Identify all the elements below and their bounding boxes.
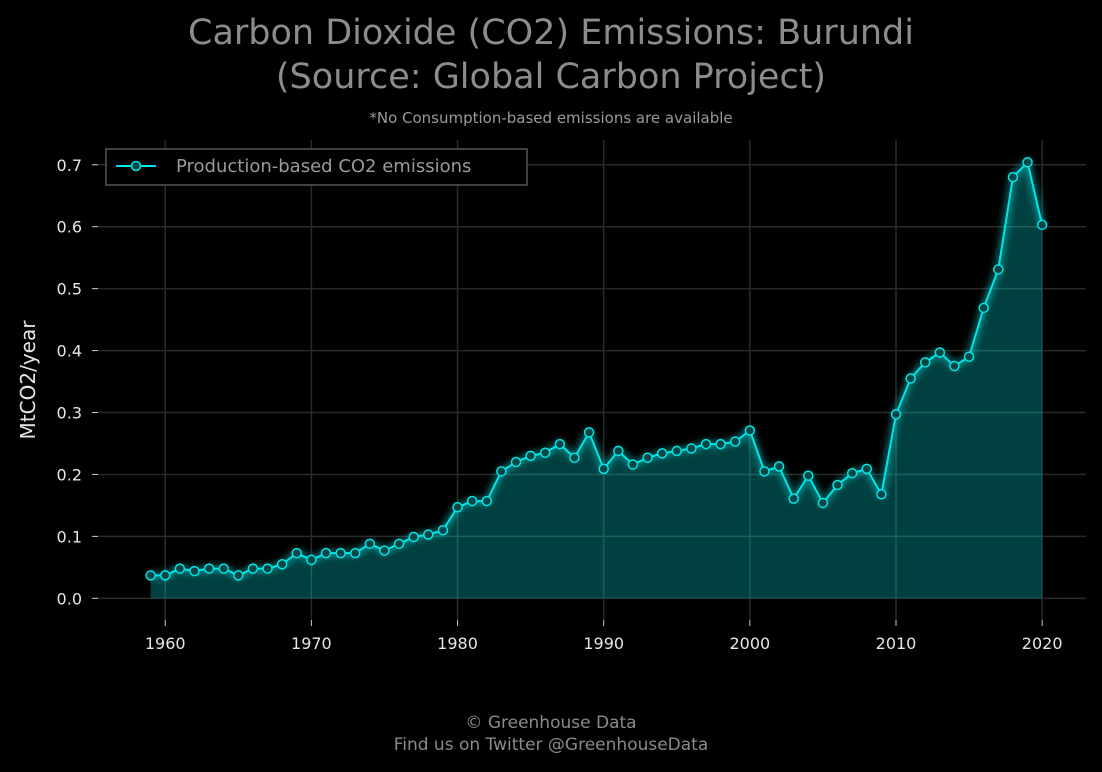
data-point[interactable] — [174, 563, 186, 574]
data-point[interactable] — [934, 347, 946, 358]
data-point[interactable] — [554, 438, 566, 450]
data-point[interactable] — [803, 470, 814, 481]
data-point[interactable] — [276, 559, 288, 570]
x-tick-label: 1990 — [583, 634, 624, 653]
chart-title-line2: (Source: Global Carbon Project) — [275, 57, 827, 97]
data-point[interactable] — [963, 351, 975, 363]
data-point[interactable] — [481, 495, 493, 507]
data-point[interactable] — [949, 360, 960, 372]
x-tick-label: 1980 — [437, 634, 478, 653]
x-tick-label: 2000 — [729, 634, 770, 653]
data-point[interactable] — [671, 445, 683, 457]
series-area-fill — [150, 162, 1043, 599]
data-point[interactable] — [306, 554, 317, 566]
data-point[interactable] — [247, 563, 259, 574]
data-point[interactable] — [452, 502, 463, 513]
y-tick-label: 0.0 — [57, 589, 82, 608]
footer: © Greenhouse Data Find us on Twitter @Gr… — [0, 712, 1102, 756]
data-point[interactable] — [291, 547, 303, 559]
data-point[interactable] — [656, 448, 668, 459]
data-point[interactable] — [744, 425, 756, 436]
data-point[interactable] — [437, 524, 449, 536]
data-point[interactable] — [890, 409, 902, 420]
y-tick-label: 0.4 — [57, 342, 82, 361]
y-tick-label: 0.1 — [57, 527, 82, 546]
data-point[interactable] — [773, 461, 785, 472]
data-point[interactable] — [686, 443, 697, 454]
data-point[interactable] — [978, 302, 989, 314]
x-tick-label: 2020 — [1022, 634, 1063, 653]
chart-subtitle: *No Consumption-based emissions are avai… — [369, 109, 733, 127]
data-point[interactable] — [627, 459, 639, 470]
data-point[interactable] — [569, 452, 580, 463]
data-point[interactable] — [613, 445, 624, 457]
data-point[interactable] — [832, 479, 843, 491]
data-point[interactable] — [905, 373, 916, 384]
data-point[interactable] — [817, 497, 829, 509]
data-point[interactable] — [642, 452, 653, 463]
footer-twitter: Find us on Twitter @GreenhouseData — [393, 735, 709, 755]
data-point[interactable] — [1022, 157, 1033, 168]
legend-label: Production-based CO2 emissions — [176, 156, 471, 177]
data-point[interactable] — [700, 438, 712, 450]
y-tick-label: 0.2 — [57, 465, 82, 484]
data-point[interactable] — [408, 531, 419, 543]
data-point[interactable] — [525, 450, 536, 462]
x-tick-label: 1960 — [145, 634, 186, 653]
data-point[interactable] — [510, 456, 522, 468]
data-point[interactable] — [349, 547, 361, 559]
x-tick-label: 1970 — [291, 634, 332, 653]
y-tick-label: 0.3 — [57, 404, 82, 423]
data-point[interactable] — [145, 570, 156, 581]
data-point[interactable] — [320, 547, 332, 559]
chart-title-line1: Carbon Dioxide (CO2) Emissions: Burundi — [188, 13, 914, 53]
legend-marker-swatch — [130, 160, 142, 172]
data-point[interactable] — [876, 489, 887, 500]
data-point[interactable] — [423, 529, 434, 540]
y-axis: 0.0 0.1 0.2 0.3 0.4 0.5 0.6 0.7 — [57, 156, 98, 608]
series-points — [145, 157, 1048, 581]
data-point[interactable] — [729, 436, 741, 447]
x-tick-label: 2010 — [876, 634, 917, 653]
data-point[interactable] — [496, 466, 507, 477]
data-point[interactable] — [1007, 171, 1019, 183]
data-point[interactable] — [759, 466, 770, 477]
data-point[interactable] — [218, 563, 229, 574]
x-axis: 1960 1970 1980 1990 2000 2010 2020 — [145, 620, 1063, 653]
data-point[interactable] — [993, 264, 1004, 275]
data-point[interactable] — [715, 438, 726, 450]
data-point[interactable] — [203, 563, 215, 574]
data-point[interactable] — [159, 570, 171, 581]
footer-copyright: © Greenhouse Data — [465, 713, 637, 733]
y-tick-label: 0.7 — [57, 156, 82, 175]
data-point[interactable] — [335, 547, 346, 559]
data-point[interactable] — [466, 495, 478, 507]
series-area — [150, 162, 1043, 599]
y-tick-label: 0.5 — [57, 280, 82, 299]
data-point[interactable] — [189, 565, 200, 577]
data-point[interactable] — [598, 463, 609, 475]
data-point[interactable] — [861, 463, 873, 475]
data-point[interactable] — [539, 447, 551, 459]
data-point[interactable] — [364, 538, 376, 550]
data-point[interactable] — [262, 563, 273, 574]
data-point[interactable] — [393, 538, 405, 550]
data-point[interactable] — [788, 493, 799, 504]
data-point[interactable] — [1036, 219, 1048, 231]
y-axis-label: MtCO2/year — [16, 320, 40, 440]
data-point[interactable] — [379, 545, 390, 556]
legend[interactable]: Production-based CO2 emissions — [105, 148, 528, 186]
legend-frame — [105, 148, 528, 186]
data-point[interactable] — [233, 570, 244, 581]
data-point[interactable] — [846, 467, 858, 479]
data-point[interactable] — [919, 357, 931, 368]
data-point[interactable] — [583, 427, 595, 438]
y-tick-label: 0.6 — [57, 218, 82, 237]
